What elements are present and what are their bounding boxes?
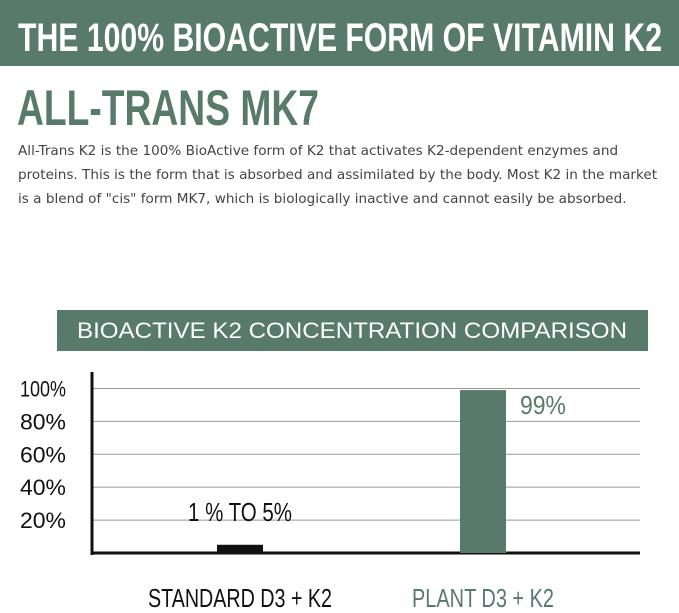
chart-title: BIOACTIVE K2 CONCENTRATION COMPARISON: [77, 318, 627, 343]
banner-title: THE 100% BIOACTIVE FORM OF VITAMIN K2: [18, 16, 662, 60]
value-label: 1 % TO 5%: [188, 497, 292, 527]
bar: [217, 544, 263, 553]
x-tick-label: PLANT D3 + K2: [412, 583, 554, 613]
bar: [460, 390, 506, 553]
x-tick-label: STANDARD D3 + K2: [148, 583, 332, 613]
heading: ALL-TRANS MK7: [17, 80, 319, 136]
y-tick-label: 80%: [20, 409, 66, 434]
y-tick-label: 100%: [20, 376, 66, 401]
paragraph-box: All-Trans K2 is the 100% BioActive form …: [18, 143, 658, 207]
chart-title-bg: [57, 310, 648, 351]
y-tick-label: 40%: [20, 475, 66, 500]
paragraph: All-Trans K2 is the 100% BioActive form …: [18, 143, 658, 207]
y-tick-label: 60%: [20, 442, 66, 467]
y-tick-label: 20%: [20, 508, 66, 533]
value-label: 99%: [520, 390, 566, 420]
banner-bg: [0, 0, 679, 66]
